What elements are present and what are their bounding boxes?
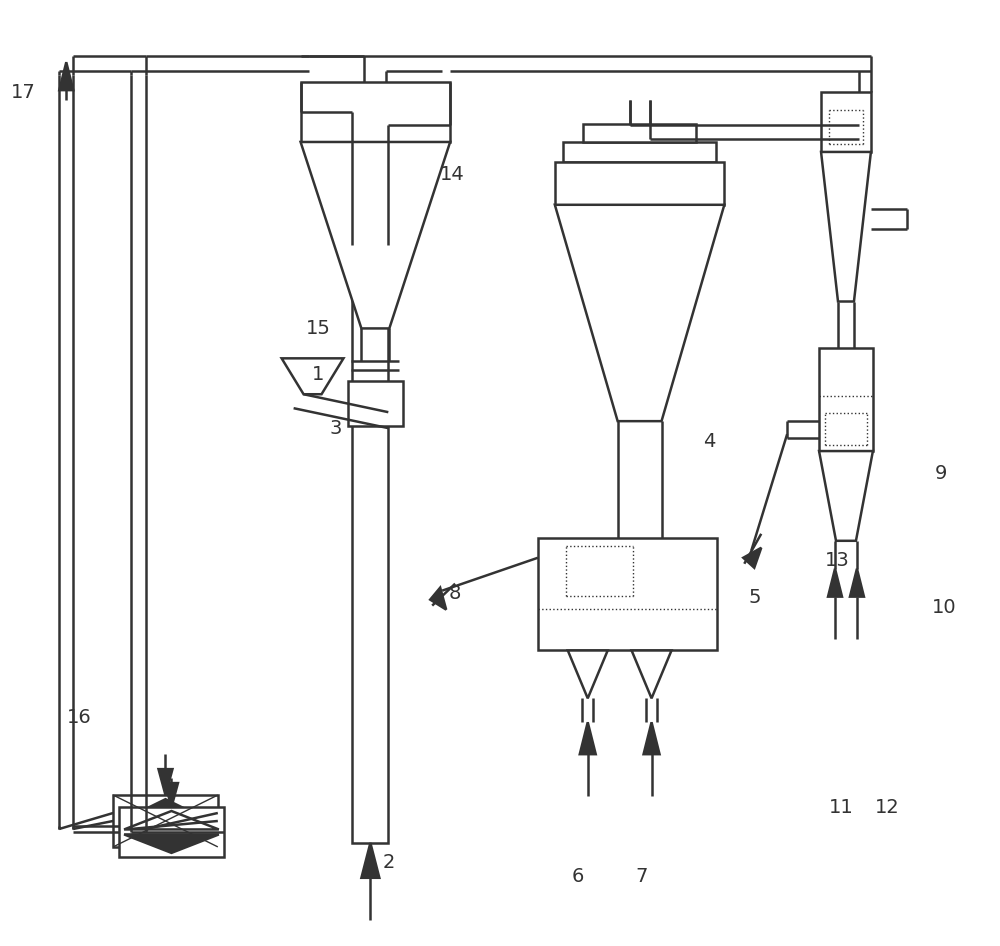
Polygon shape	[644, 722, 660, 754]
Polygon shape	[125, 821, 206, 843]
Polygon shape	[124, 834, 219, 853]
Text: 3: 3	[329, 419, 342, 438]
Bar	[301, 82, 450, 142]
Bar	[538, 538, 717, 651]
Text: 8: 8	[449, 584, 461, 604]
Polygon shape	[850, 569, 864, 597]
Bar	[352, 245, 388, 843]
Polygon shape	[59, 62, 73, 90]
Bar	[119, 807, 224, 857]
Polygon shape	[159, 769, 172, 795]
Polygon shape	[301, 142, 450, 328]
Polygon shape	[819, 451, 873, 541]
Text: 13: 13	[825, 552, 849, 570]
Polygon shape	[361, 843, 379, 878]
Bar	[563, 142, 716, 162]
Text: 12: 12	[874, 797, 899, 816]
Text: 5: 5	[748, 588, 761, 607]
Text: 16: 16	[67, 708, 92, 727]
Polygon shape	[580, 722, 596, 754]
Bar	[819, 348, 873, 451]
Bar	[348, 381, 403, 426]
Text: 17: 17	[11, 82, 36, 101]
Text: 10: 10	[931, 598, 956, 617]
Bar	[583, 124, 696, 142]
Bar	[555, 162, 724, 204]
Polygon shape	[632, 651, 671, 698]
Polygon shape	[743, 548, 761, 568]
Text: 4: 4	[703, 431, 716, 450]
Polygon shape	[121, 799, 210, 821]
Polygon shape	[282, 359, 343, 394]
Polygon shape	[828, 569, 842, 597]
Text: 14: 14	[440, 166, 465, 184]
Polygon shape	[124, 811, 219, 830]
Polygon shape	[821, 152, 871, 302]
Polygon shape	[568, 651, 608, 698]
Polygon shape	[430, 587, 446, 609]
Text: 6: 6	[572, 867, 584, 886]
Text: 9: 9	[935, 464, 947, 483]
Bar	[821, 92, 871, 152]
Polygon shape	[165, 783, 178, 807]
Text: 11: 11	[829, 797, 853, 816]
Text: 1: 1	[312, 365, 325, 384]
Text: 2: 2	[382, 853, 395, 872]
Polygon shape	[555, 204, 724, 421]
Bar	[113, 795, 218, 847]
Text: 15: 15	[306, 319, 331, 338]
Text: 7: 7	[635, 867, 648, 886]
Polygon shape	[124, 811, 219, 853]
